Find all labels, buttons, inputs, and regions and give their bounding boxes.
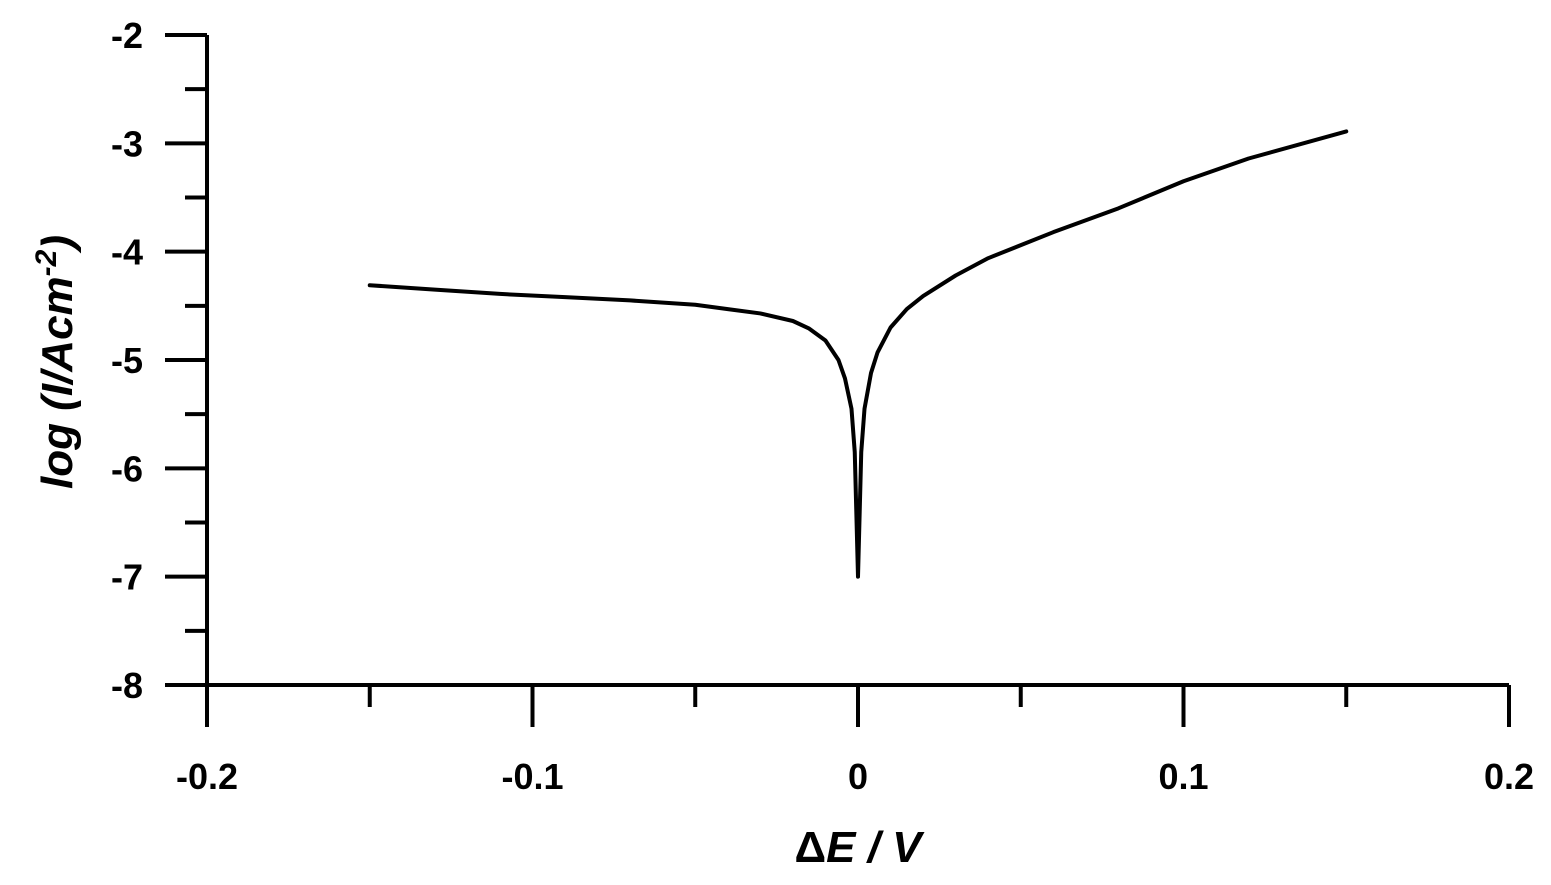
ticks: [165, 33, 1511, 727]
x-tick-label: 0.2: [1484, 756, 1534, 797]
x-tick-label: 0: [848, 756, 868, 797]
tick-labels: -0.2 -0.1 0 0.1 0.2 -8 -7 -6 -5 -4 -3 -2: [111, 15, 1534, 797]
axes: [205, 35, 1509, 687]
x-axis-title-var: E: [826, 823, 857, 872]
y-tick-label: -8: [111, 665, 143, 706]
y-tick-label: -4: [111, 232, 143, 273]
x-tick-label: -0.2: [176, 756, 238, 797]
y-axis-title: log (I/Acm-2): [30, 235, 82, 489]
x-tick-label: -0.1: [501, 756, 563, 797]
y-tick-label: -6: [111, 448, 143, 489]
y-tick-label: -5: [111, 340, 143, 381]
y-tick-label: -7: [111, 557, 143, 598]
series-line-0: [367, 129, 1349, 579]
y-tick-label: -2: [111, 15, 143, 56]
x-axis-title-suffix: / V: [855, 823, 925, 872]
y-axis-title-close: ): [33, 235, 82, 254]
y-axis-title-main: log (I/Acm: [33, 276, 82, 489]
x-axis-title-prefix: Δ: [794, 823, 826, 872]
plot-area: [367, 129, 1349, 579]
x-axis-title: ΔE / V: [794, 823, 925, 872]
y-axis-title-sup: -2: [30, 249, 63, 276]
x-tick-label: 0.1: [1158, 756, 1208, 797]
y-tick-label: -3: [111, 123, 143, 164]
